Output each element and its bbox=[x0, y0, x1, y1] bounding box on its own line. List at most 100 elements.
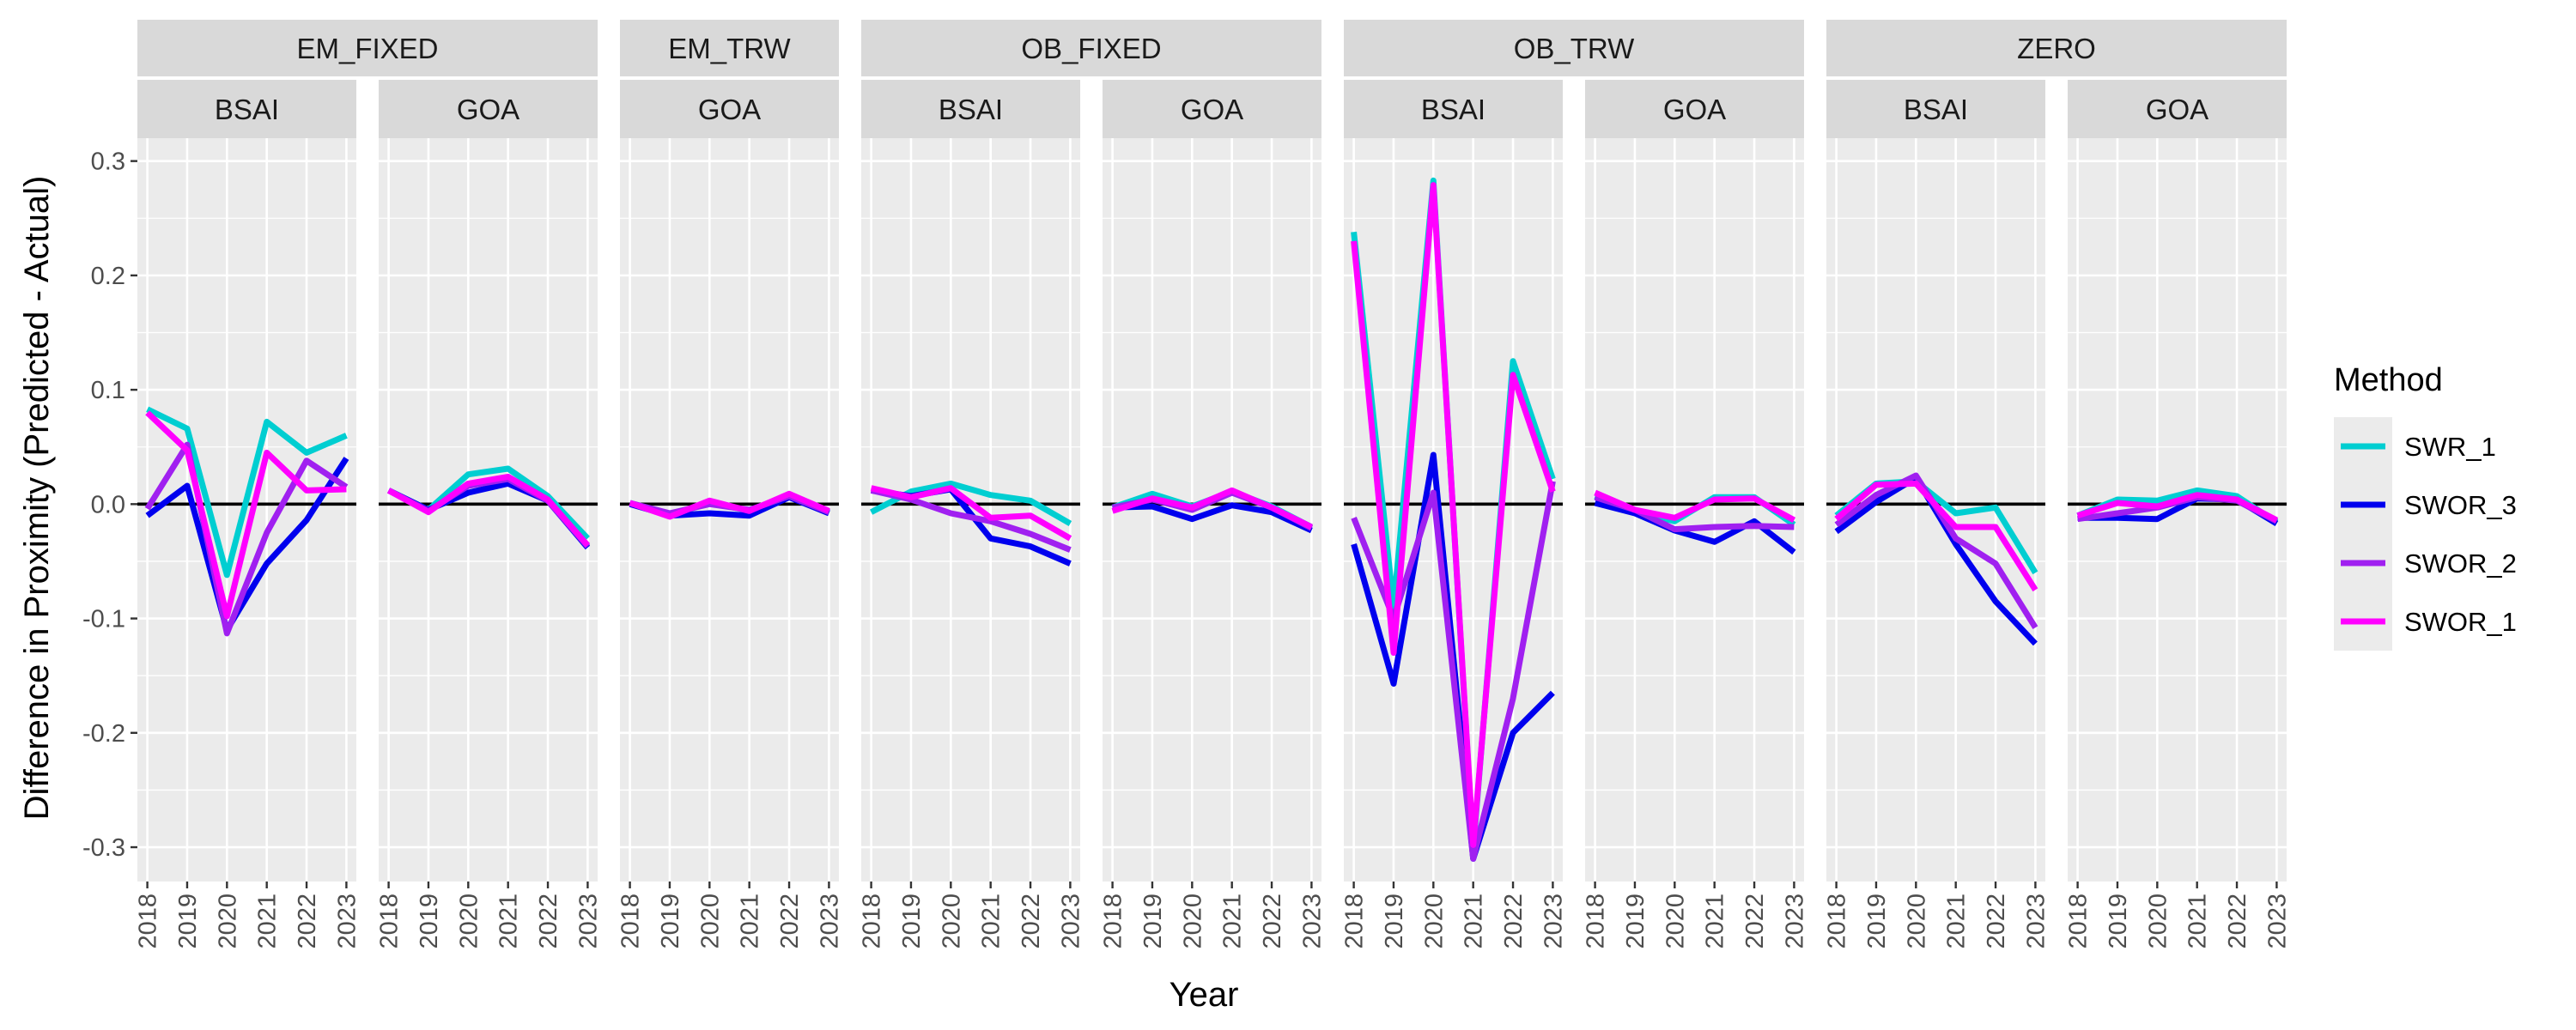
series-line-swor-1 bbox=[1111, 487, 1313, 530]
x-tick-label: 2019 bbox=[1381, 894, 1408, 949]
x-tick-label: 2018 bbox=[1100, 894, 1127, 949]
x-axis-title: Year bbox=[1170, 976, 1239, 1014]
x-tick-label: 2018 bbox=[376, 894, 404, 949]
series-line-swr-1 bbox=[146, 406, 348, 579]
x-tick-label: 2020 bbox=[696, 894, 724, 949]
legend-entry-swor-1: SWOR_1 bbox=[2334, 592, 2517, 651]
facet-panel: BSAI 2018 2019 2020 2021 2022 2023 bbox=[1341, 80, 1567, 949]
panel-strip-label: BSAI bbox=[939, 94, 1003, 125]
y-tick-label: -0.1 bbox=[82, 606, 125, 633]
x-tick-label: 2023 bbox=[2022, 894, 2050, 949]
x-tick-label: 2022 bbox=[1741, 894, 1769, 949]
x-tick-label: 2020 bbox=[1420, 894, 1448, 949]
legend-entry-swor-2: SWOR_2 bbox=[2334, 534, 2517, 592]
facet-group-em-fixed: EM_FIXED BSAI 2018 2019 2020 2021 2022 2023 GOA 2… bbox=[135, 20, 602, 949]
x-tick-label: 2020 bbox=[1903, 894, 1930, 949]
facet-panels: EM_FIXED BSAI 2018 2019 2020 2021 2022 2023 GOA 2… bbox=[135, 20, 2291, 949]
x-tick-label: 2023 bbox=[574, 894, 602, 949]
group-strip-label: ZERO bbox=[2017, 33, 2096, 64]
panel-strip-label: BSAI bbox=[1904, 94, 1968, 125]
series-line-swor-2 bbox=[144, 441, 349, 637]
x-tick-label: 2019 bbox=[174, 894, 202, 949]
x-tick-label: 2018 bbox=[1341, 894, 1369, 949]
y-tick-label: 0.0 bbox=[91, 491, 125, 518]
y-tick-label: -0.2 bbox=[82, 720, 125, 748]
legend-entry-swor-3: SWOR_3 bbox=[2334, 476, 2517, 534]
facet-panel: GOA 2018 2019 2020 2021 2022 2023 bbox=[376, 80, 602, 949]
facet-panel: GOA 2018 2019 2020 2021 2022 2023 bbox=[1100, 80, 1326, 949]
legend-title: Method bbox=[2334, 362, 2443, 398]
group-strip bbox=[1826, 20, 2287, 76]
legend-label: SWOR_3 bbox=[2404, 490, 2517, 520]
panel-strip bbox=[2068, 80, 2287, 138]
series-line-swor-1 bbox=[1594, 489, 1796, 524]
series-line-swor-1 bbox=[870, 485, 1072, 542]
x-tick-label: 2022 bbox=[294, 894, 321, 949]
x-tick-label: 2020 bbox=[938, 894, 965, 949]
x-tick-label: 2021 bbox=[495, 894, 523, 949]
y-axis-title: Difference in Proximity (Predicted - Act… bbox=[18, 176, 56, 821]
x-tick-label: 2022 bbox=[1259, 894, 1286, 949]
x-tick-label: 2022 bbox=[1983, 894, 2010, 949]
x-tick-label: 2021 bbox=[1702, 894, 1729, 949]
x-tick-label: 2020 bbox=[1662, 894, 1689, 949]
x-tick-label: 2019 bbox=[1139, 894, 1167, 949]
group-strip bbox=[620, 20, 839, 76]
panel-strip-label: GOA bbox=[698, 94, 761, 125]
x-tick-label: 2018 bbox=[135, 894, 162, 949]
series-line-swor-1 bbox=[145, 410, 347, 620]
panel-strip-label: GOA bbox=[1663, 94, 1726, 125]
x-tick-label: 2022 bbox=[1500, 894, 1528, 949]
x-tick-label: 2019 bbox=[657, 894, 684, 949]
series-line-swor-1 bbox=[1351, 182, 1556, 848]
x-tick-label: 2018 bbox=[1583, 894, 1610, 949]
group-strip bbox=[137, 20, 598, 76]
legend: Method SWR_1 SWOR_3 SWOR_2 SWOR_1 bbox=[2334, 362, 2517, 651]
x-tick-label: 2021 bbox=[1461, 894, 1488, 949]
x-tick-label: 2021 bbox=[1219, 894, 1247, 949]
x-tick-label: 2023 bbox=[1298, 894, 1326, 949]
x-tick-label: 2023 bbox=[816, 894, 843, 949]
facet-group-ob-fixed: OB_FIXED BSAI 2018 2019 2020 2021 2022 2023 GOA 2… bbox=[859, 20, 1326, 949]
x-tick-label: 2019 bbox=[2105, 894, 2132, 949]
x-tick-label: 2019 bbox=[1863, 894, 1891, 949]
x-tick-label: 2020 bbox=[214, 894, 241, 949]
x-tick-label: 2021 bbox=[1943, 894, 1971, 949]
panel-strip bbox=[1826, 80, 2045, 138]
facet-panel: BSAI 2018 2019 2020 2021 2022 2023 bbox=[135, 80, 361, 949]
panel-strip bbox=[137, 80, 356, 138]
panel-strip bbox=[379, 80, 598, 138]
panel-strip bbox=[620, 80, 839, 138]
x-tick-label: 2020 bbox=[455, 894, 483, 949]
group-strip bbox=[1344, 20, 1804, 76]
facet-group-ob-trw: OB_TRW BSAI 2018 2019 2020 2021 2022 2023 GOA 201… bbox=[1341, 20, 1808, 949]
panel-strip-label: BSAI bbox=[1421, 94, 1485, 125]
x-tick-label: 2023 bbox=[1057, 894, 1084, 949]
x-tick-label: 2021 bbox=[2184, 894, 2212, 949]
panel-strip-label: GOA bbox=[1181, 94, 1243, 125]
facet-group-zero: ZERO BSAI 2018 2019 2020 2021 2022 2023 GOA 2018 2… bbox=[1824, 20, 2291, 949]
panel-strip bbox=[1344, 80, 1563, 138]
x-tick-label: 2023 bbox=[2263, 894, 2291, 949]
series-line-swor-1 bbox=[1834, 480, 2038, 592]
group-strip-label: OB_TRW bbox=[1514, 33, 1635, 64]
y-tick-label: 0.3 bbox=[91, 148, 125, 176]
facet-panel: BSAI 2018 2019 2020 2021 2022 2023 bbox=[1824, 80, 2050, 949]
panel-strip bbox=[1103, 80, 1321, 138]
x-tick-label: 2023 bbox=[1540, 894, 1567, 949]
group-strip-label: OB_FIXED bbox=[1021, 33, 1161, 64]
x-tick-label: 2020 bbox=[1179, 894, 1206, 949]
legend-label: SWOR_2 bbox=[2404, 548, 2517, 579]
series-line-swor-1 bbox=[2076, 492, 2279, 524]
x-tick-label: 2022 bbox=[535, 894, 562, 949]
panel-strip bbox=[861, 80, 1080, 138]
x-tick-label: 2022 bbox=[776, 894, 804, 949]
x-tick-label: 2018 bbox=[1824, 894, 1851, 949]
x-tick-label: 2019 bbox=[1622, 894, 1649, 949]
legend-label: SWOR_1 bbox=[2404, 607, 2517, 637]
x-tick-label: 2023 bbox=[333, 894, 361, 949]
panel-strip-label: GOA bbox=[2146, 94, 2208, 125]
facet-panel: GOA 2018 2019 2020 2021 2022 2023 bbox=[617, 80, 843, 949]
group-strip bbox=[861, 20, 1321, 76]
